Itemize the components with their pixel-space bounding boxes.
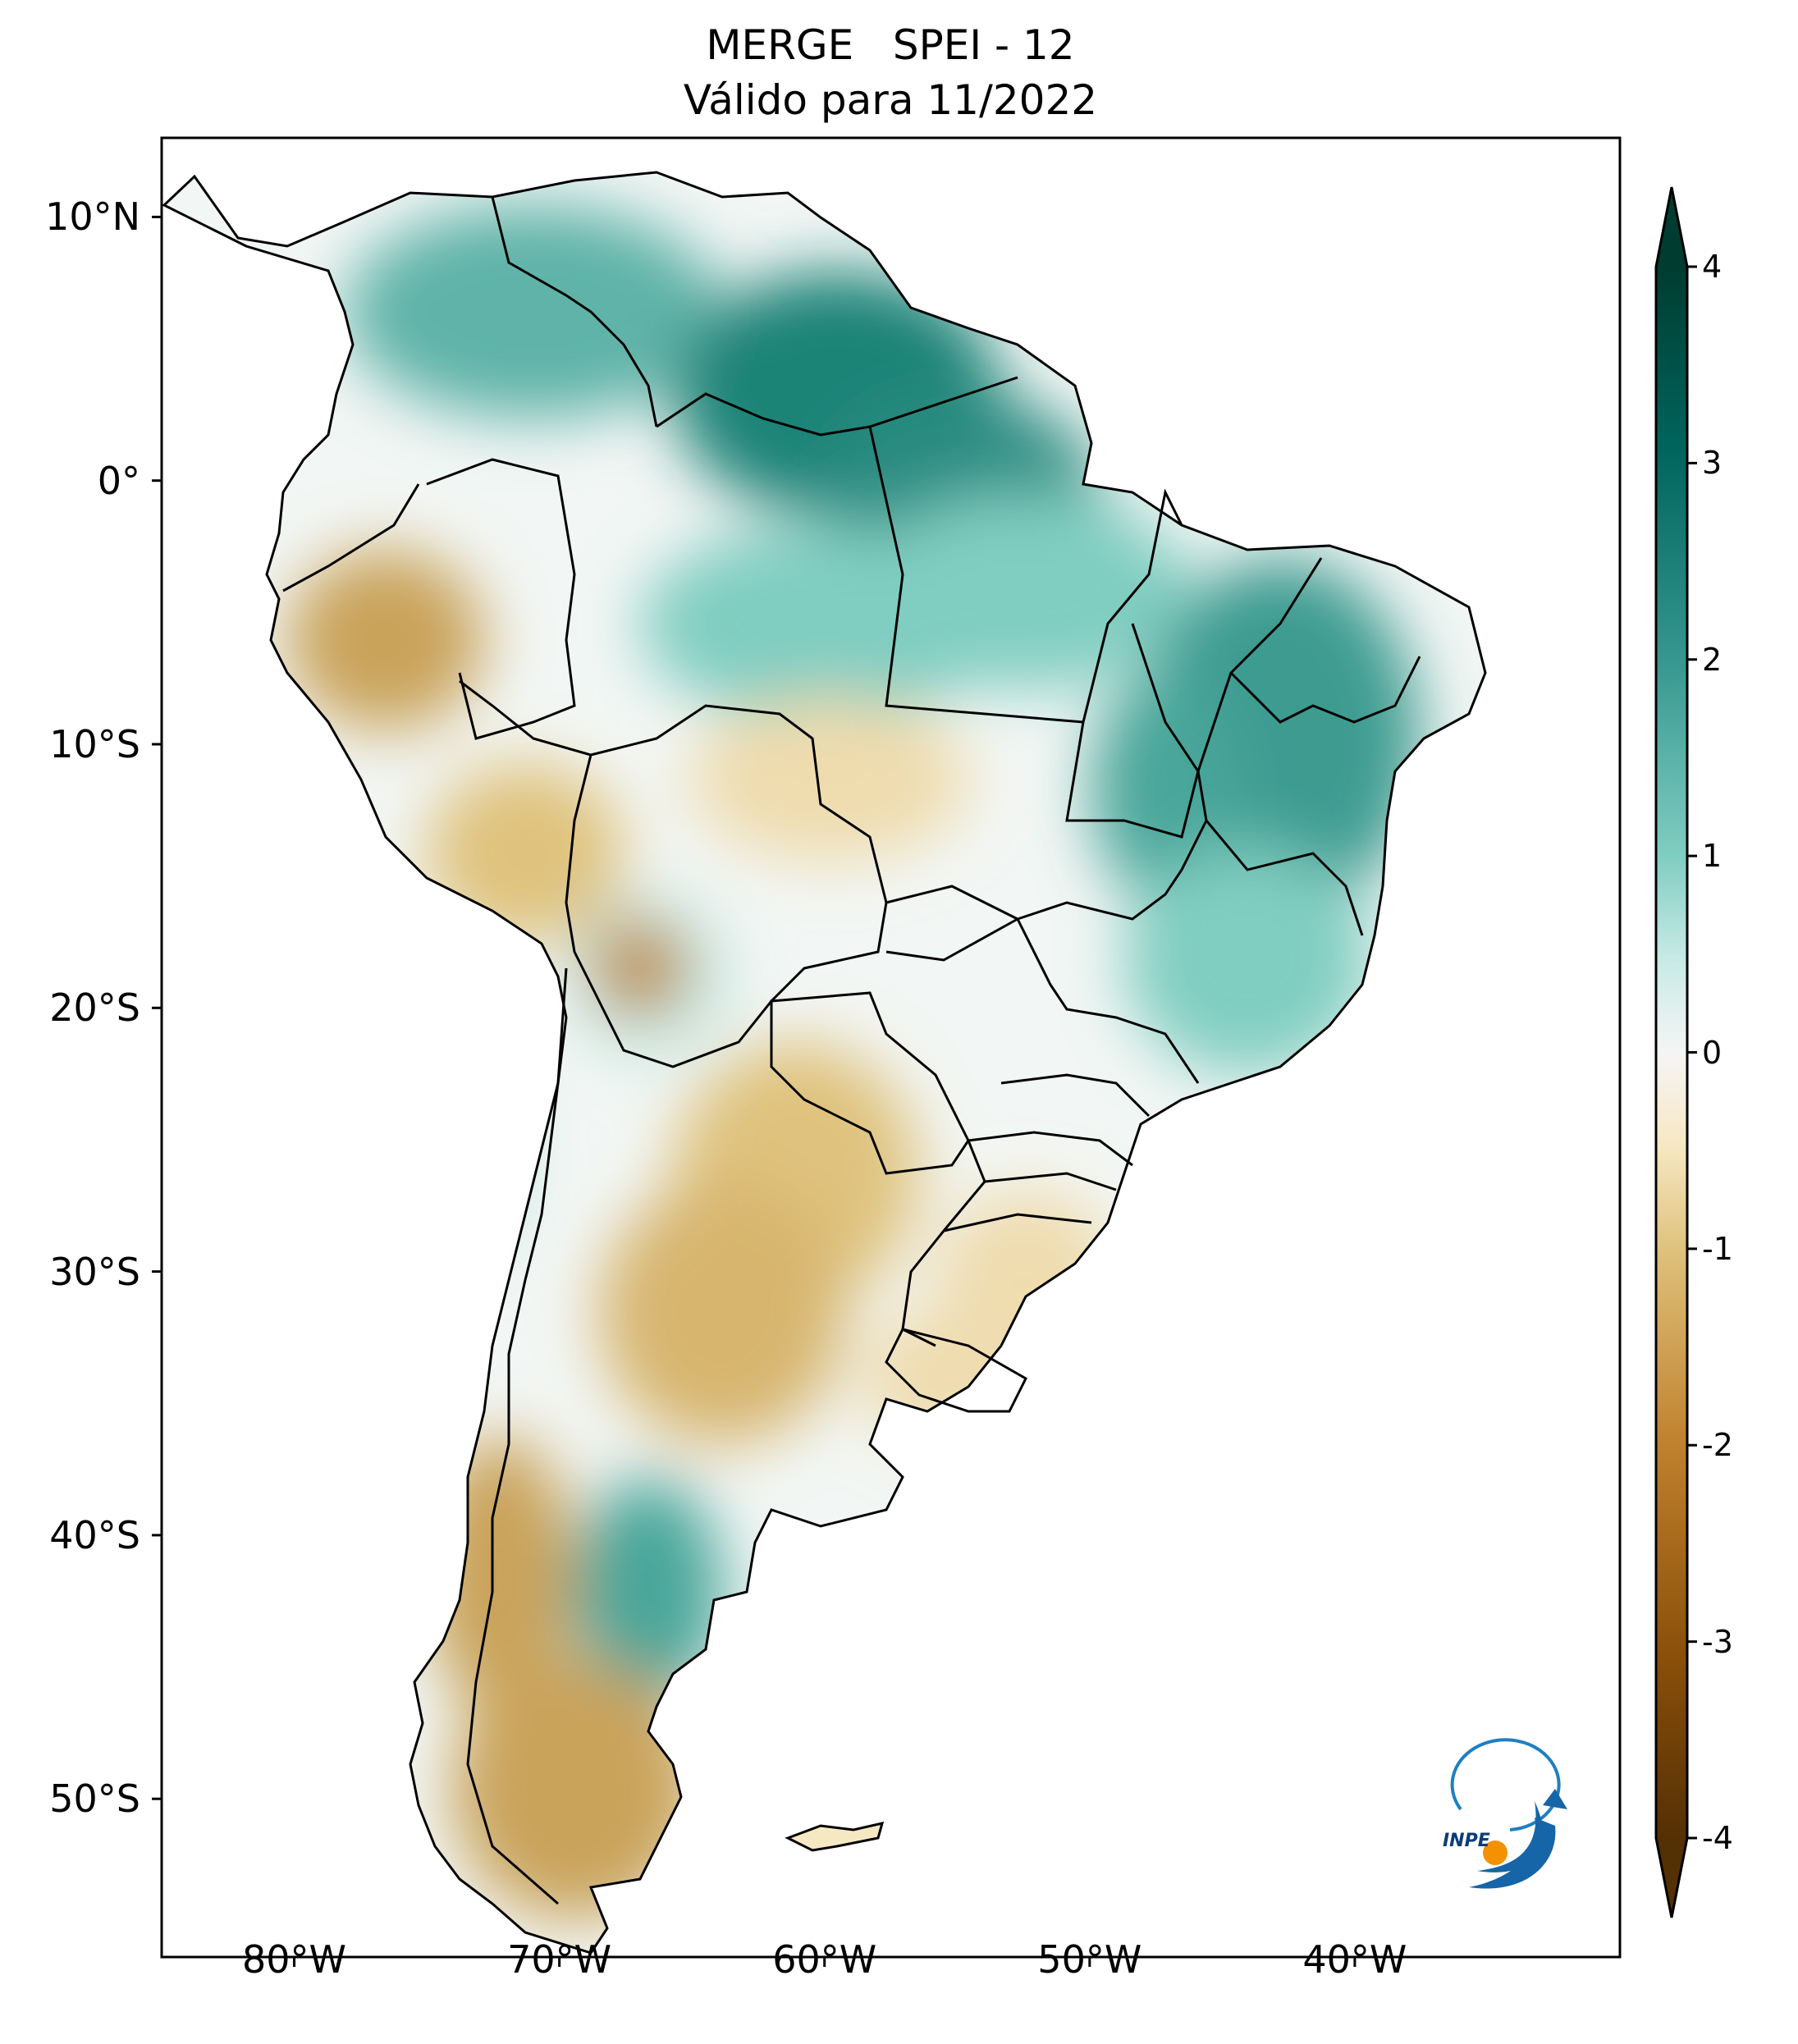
colorbar-tick-label: 4 [1702,249,1723,285]
map-frame [160,136,1622,1959]
inpe-logo-text: INPE [1443,1831,1490,1851]
colorbar-tick-label: -2 [1702,1427,1733,1464]
lon-tick-label: 50°W [1037,1937,1142,1982]
lon-tick-label: 70°W [507,1937,612,1982]
map-title-line1: MERGE SPEI - 12 [706,21,1075,69]
colorbar-tick-label: 2 [1702,641,1723,678]
map-title-line2: Válido para 11/2022 [683,76,1098,124]
lon-tick-label: 80°W [242,1937,347,1982]
colorbar [1654,186,1697,1918]
lon-tick-label: 60°W [772,1937,877,1982]
lat-tick-label: 20°S [49,985,140,1031]
lon-tick-label: 40°W [1302,1937,1407,1982]
colorbar-tick-label: -4 [1702,1820,1733,1856]
axis-tick-marks [152,215,1357,1967]
colorbar-tick-label: 3 [1702,445,1723,482]
colorbar-tick-label: -1 [1702,1230,1733,1267]
inpe-logo: INPE [1443,1738,1567,1889]
lat-tick-label: 10°N [45,194,140,240]
falkland-islands [785,1821,885,1852]
colorbar-tick-label: -3 [1702,1623,1733,1660]
lat-tick-label: 50°S [49,1776,140,1822]
lat-tick-label: 0° [97,458,140,503]
colorbar-tick-label: 0 [1702,1034,1723,1071]
lat-tick-label: 30°S [49,1249,140,1294]
lat-tick-label: 40°S [49,1512,140,1557]
colorbar-tick-label: 1 [1702,838,1723,875]
lat-tick-label: 10°S [49,722,140,766]
coastlines-borders [162,171,1487,1955]
